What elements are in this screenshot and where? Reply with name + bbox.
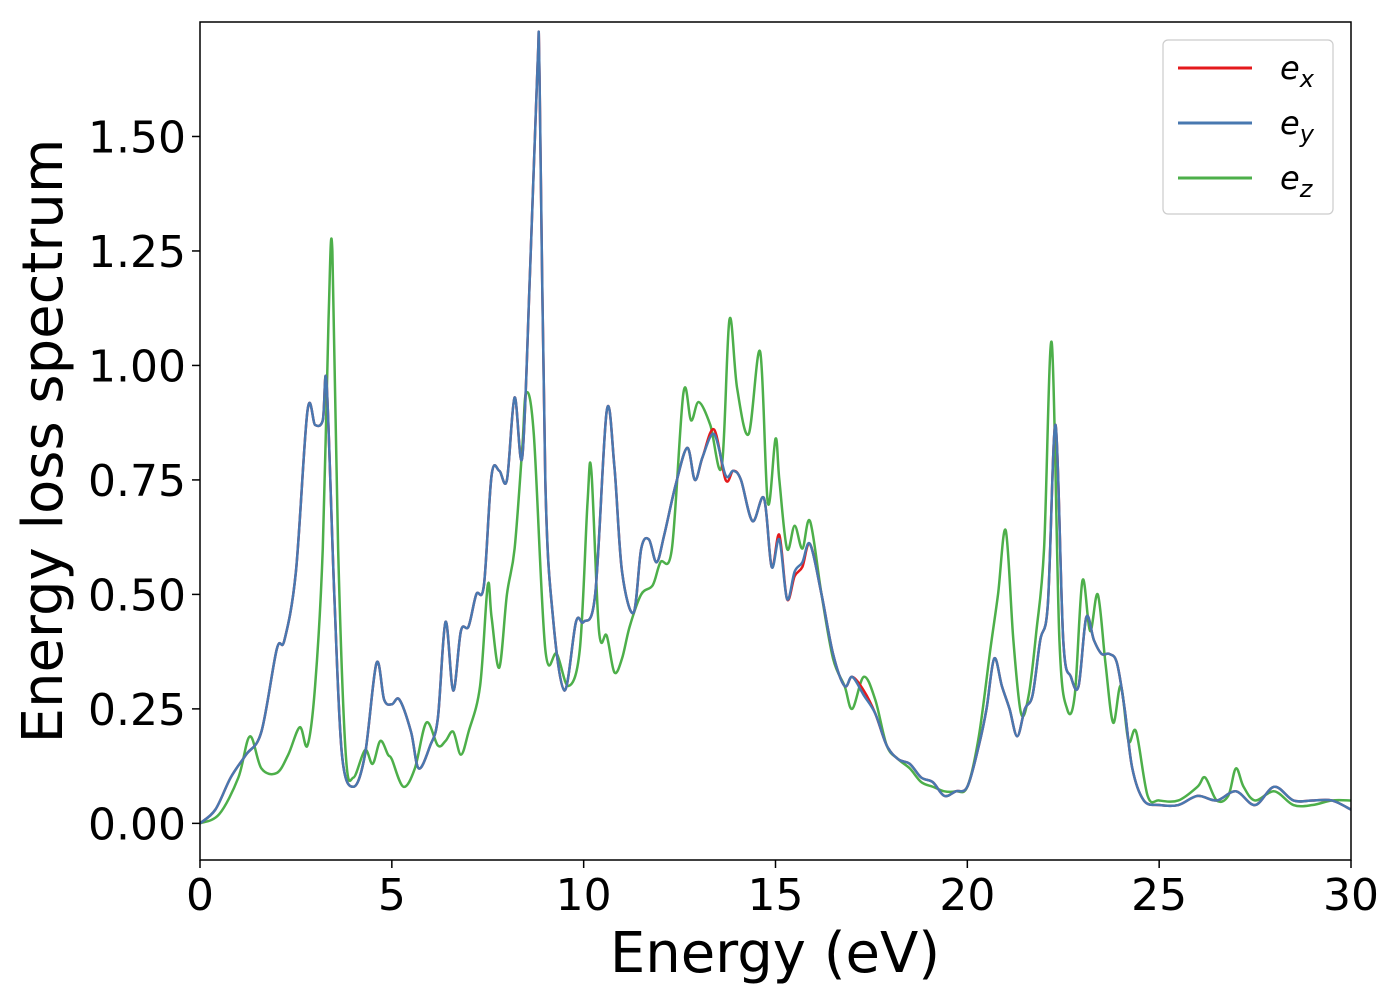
x-tick-label: 20 (939, 870, 995, 921)
y-tick-label: 0.75 (88, 456, 186, 507)
series-layer (200, 30, 1351, 825)
series-line-ey (200, 30, 1351, 825)
x-tick-label: 0 (186, 870, 214, 921)
y-tick-label: 0.25 (88, 685, 186, 736)
x-axis: 0 5 10 15 20 25 30 (186, 860, 1379, 921)
x-axis-label: Energy (eV) (610, 921, 940, 986)
x-tick-label: 30 (1323, 870, 1379, 921)
legend-label-ez: ez (1280, 159, 1314, 203)
legend-box (1162, 39, 1334, 215)
legend: ex ey ez (1162, 39, 1334, 215)
x-tick-label: 25 (1131, 870, 1187, 921)
legend-label-ex: ex (1280, 49, 1315, 93)
y-tick-label: 1.50 (88, 112, 186, 163)
legend-label-ey: ey (1280, 104, 1315, 148)
y-tick-label: 0.50 (88, 570, 186, 621)
x-tick-label: 5 (378, 870, 406, 921)
y-axis: 0.00 0.25 0.50 0.75 1.00 1.25 1.50 (88, 112, 200, 850)
series-line-ez (200, 237, 1351, 825)
y-tick-label: 1.25 (88, 227, 186, 278)
x-tick-label: 15 (748, 870, 804, 921)
y-axis-label: Energy loss spectrum (11, 139, 76, 744)
y-tick-label: 0.00 (88, 799, 186, 850)
x-tick-label: 10 (556, 870, 612, 921)
y-tick-label: 1.00 (88, 341, 186, 392)
